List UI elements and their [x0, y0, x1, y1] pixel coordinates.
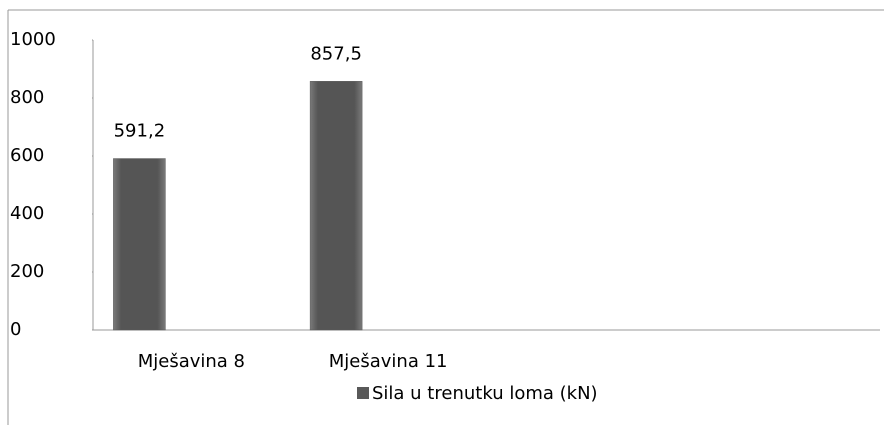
data-label: 857,5: [310, 43, 362, 64]
x-tick-label: Mješavina 11: [329, 351, 448, 372]
x-tick-label: Mješavina 8: [138, 351, 245, 372]
legend-label: Sila u trenutku loma (kN): [372, 383, 598, 404]
data-label: 591,2: [114, 121, 166, 142]
y-tick-label: 600: [10, 145, 44, 166]
y-tick-label: 800: [10, 87, 44, 108]
y-tick-label: 400: [10, 203, 44, 224]
bar: [309, 81, 363, 331]
y-tick-label: 1000: [10, 29, 56, 50]
legend-swatch: [357, 387, 369, 399]
y-tick-label: 0: [10, 319, 21, 340]
bar: [113, 158, 166, 331]
y-tick-label: 200: [10, 261, 44, 282]
